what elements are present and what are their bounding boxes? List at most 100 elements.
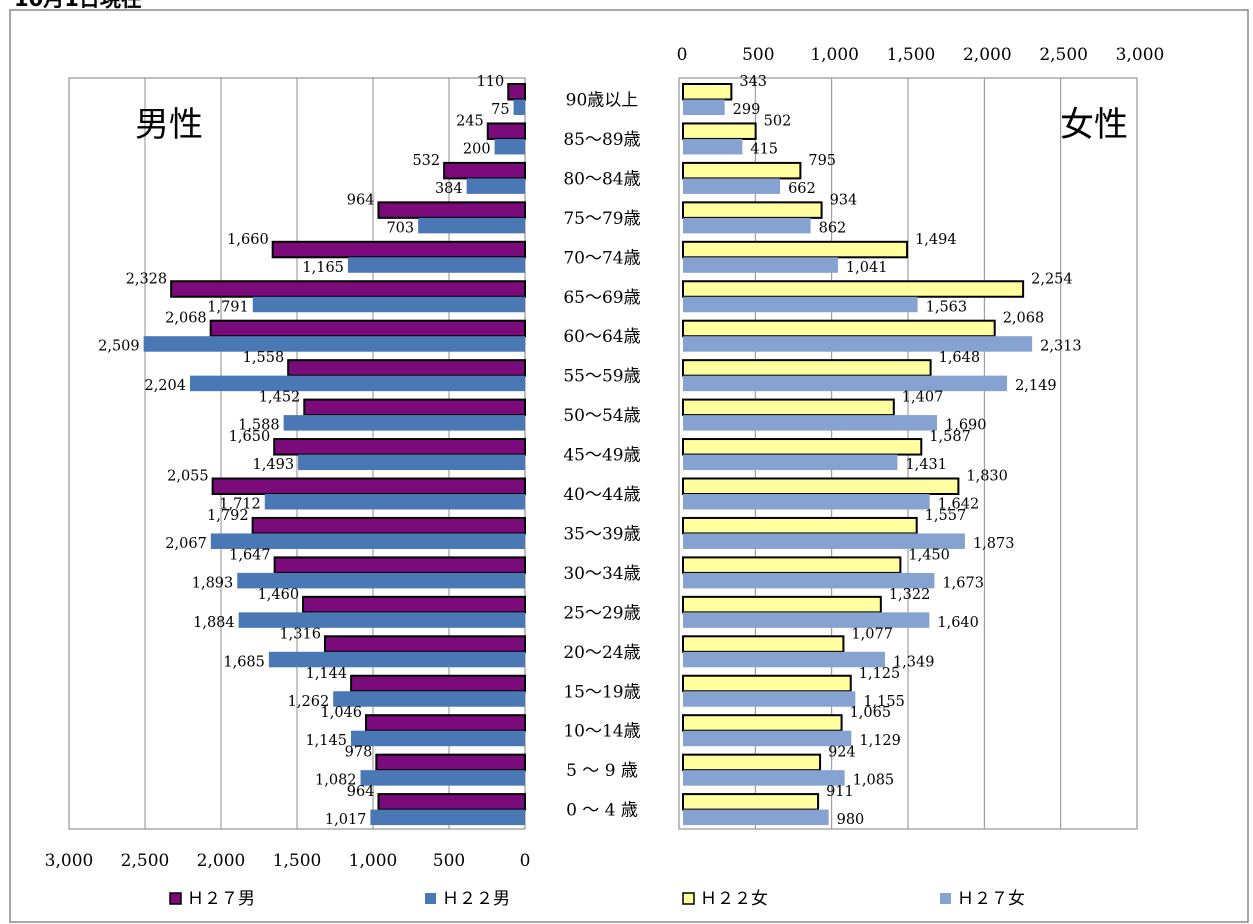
data-label-male: 1,685 (223, 654, 265, 670)
bar-male-top (273, 438, 527, 456)
data-label-male: 2,509 (98, 339, 140, 355)
x-tick-label-left: 2,000 (197, 851, 246, 871)
header-fragment: 10月1日現在 (14, 0, 142, 11)
bar-female-top (682, 714, 843, 732)
age-group-label: 30～34歳 (563, 564, 640, 584)
data-label-female: 1,690 (945, 418, 987, 434)
data-label-male: 1,144 (306, 666, 348, 682)
data-label-male: 2,067 (165, 536, 207, 552)
x-tick-label-left: 3,000 (45, 851, 94, 871)
data-label-female: 1,648 (939, 350, 981, 366)
data-label-male: 964 (347, 192, 375, 208)
data-label-male: 1,893 (192, 575, 234, 591)
age-group-label: 40～44歳 (563, 485, 640, 505)
data-label-female: 1,563 (926, 299, 968, 315)
legend-swatch (940, 893, 951, 904)
bar-male-top (365, 714, 526, 732)
age-group-label: 20～24歳 (563, 643, 640, 663)
data-label-female: 502 (764, 113, 792, 129)
bar-female-bottom (683, 809, 829, 826)
data-label-male: 1,145 (305, 733, 347, 749)
data-label-female: 1,155 (863, 694, 905, 710)
bar-female-bottom (683, 730, 852, 747)
age-group-label: 50～54歳 (563, 406, 640, 426)
bar-male-top (271, 240, 526, 259)
legend-label: Ｈ２２女 (700, 889, 768, 909)
x-tick-label-right: 0 (677, 45, 688, 65)
bar-female-bottom (683, 178, 781, 194)
age-group-label: 60～64歳 (563, 327, 640, 347)
bar-male-top (170, 280, 526, 298)
bar-female-top (682, 122, 757, 140)
age-group-label: 65～69歳 (563, 288, 640, 308)
bar-female-bottom (683, 612, 930, 628)
legend-label: Ｈ２２男 (442, 889, 510, 909)
data-label-male: 2,068 (165, 311, 207, 327)
bar-female-bottom (683, 296, 918, 313)
chart-outer-frame (9, 9, 1249, 923)
x-tick-label-right: 1,000 (810, 45, 859, 65)
age-group-label: 70～74歳 (563, 248, 640, 268)
age-group-label: 10～14歳 (563, 722, 640, 742)
data-label-male: 2,328 (126, 271, 168, 287)
data-label-female: 1,085 (853, 773, 895, 789)
male-title: 男性 (135, 105, 203, 145)
bar-female-top (682, 83, 733, 101)
bar-male-top (211, 477, 526, 495)
data-label-female: 2,313 (1040, 339, 1082, 355)
bar-male-bottom (350, 730, 525, 747)
bar-male-top (302, 595, 526, 614)
bar-female-top (682, 793, 820, 811)
data-label-female: 415 (750, 141, 778, 157)
bar-male-top (377, 201, 526, 219)
data-label-male: 1,046 (320, 705, 362, 721)
bar-female-top (682, 556, 902, 574)
data-label-female: 862 (819, 220, 847, 236)
bar-male-bottom (252, 296, 525, 313)
data-label-female: 934 (830, 192, 858, 208)
data-label-male: 1,452 (259, 390, 301, 406)
age-group-label: 35～39歳 (563, 524, 640, 544)
legend: Ｈ２７男 Ｈ２２男 Ｈ２２女 Ｈ２７女 (169, 889, 1025, 909)
bar-male-bottom (333, 691, 525, 707)
bar-male-bottom (494, 138, 525, 155)
bar-male-bottom (237, 572, 525, 589)
data-label-male: 200 (463, 141, 491, 157)
bar-female-bottom (683, 336, 1033, 352)
data-label-female: 1,587 (929, 429, 971, 445)
data-label-male: 1,884 (193, 615, 235, 631)
x-tick-label-left: 500 (433, 851, 465, 871)
category-labels: 90歳以上 85～89歳 80～84歳 75～79歳 70～74歳 65～69歳 60～64… (563, 91, 640, 821)
bar-male-top (377, 793, 526, 811)
bar-female-top (682, 161, 802, 180)
data-label-male: 703 (386, 220, 414, 236)
data-label-female: 1,640 (937, 615, 979, 631)
bar-female-top (682, 516, 918, 535)
x-tick-label-right: 2,000 (963, 45, 1012, 65)
bar-female-bottom (683, 691, 856, 707)
data-label-female: 924 (828, 745, 856, 761)
legend-swatch (425, 893, 436, 904)
data-label-female: 2,068 (1003, 311, 1045, 327)
bar-male-bottom (189, 375, 525, 392)
data-labels: 110 245 532 964 1,660 2,328 2,068 1,558 1,452 1,6… (98, 74, 1082, 828)
bar-female-top (682, 477, 960, 495)
data-label-female: 1,349 (893, 654, 935, 670)
x-tick-label-left: 1,500 (273, 851, 322, 871)
data-label-female: 1,407 (902, 390, 944, 406)
age-group-label: 75～79歳 (563, 209, 640, 229)
x-tick-label-right: 500 (742, 45, 774, 65)
bar-female-bottom (683, 257, 838, 273)
data-label-male: 1,558 (243, 350, 285, 366)
bar-male-top (273, 556, 526, 574)
data-label-female: 1,642 (938, 497, 980, 513)
data-label-male: 964 (347, 784, 375, 800)
bar-female-bottom (683, 494, 930, 510)
data-label-female: 795 (808, 153, 836, 169)
age-group-label: 5 ～ 9 歳 (566, 761, 638, 781)
data-label-male: 1,712 (219, 497, 261, 513)
data-label-female: 299 (733, 102, 761, 118)
x-tick-label-left: 1,000 (349, 851, 398, 871)
legend-swatch (682, 892, 695, 905)
